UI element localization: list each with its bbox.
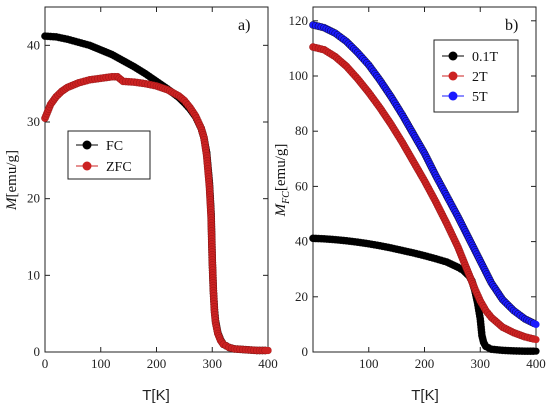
panel-label: a) xyxy=(238,17,250,34)
legend-marker xyxy=(82,161,92,171)
y-tick-label: 40 xyxy=(27,37,40,52)
x-tick-label: 400 xyxy=(258,356,278,371)
legend-marker xyxy=(82,140,92,150)
data-point xyxy=(264,346,272,355)
y-axis-label: M[emu/g] xyxy=(4,150,20,211)
x-tick-label: 400 xyxy=(526,356,546,371)
y-tick-label: 10 xyxy=(27,267,40,282)
y-tick-label: 0 xyxy=(302,344,309,359)
y-tick-label: 30 xyxy=(27,114,40,129)
y-tick-label: 20 xyxy=(295,289,308,304)
x-axis-label: T[K] xyxy=(142,387,170,404)
legend-box xyxy=(67,130,151,180)
y-tick-label: 100 xyxy=(289,68,309,83)
y-tick-label: 120 xyxy=(289,13,309,28)
y-tick-label: 40 xyxy=(295,234,308,249)
data-point xyxy=(532,320,540,328)
x-tick-label: 100 xyxy=(359,356,379,371)
data-point xyxy=(532,347,540,355)
x-tick-label: 300 xyxy=(203,356,223,371)
panel-b-chart: 100 200 300 400 0 20 40 60 80 100 120 T[K] MFC[emu/g… xyxy=(273,6,546,404)
legend-label: 0.1T xyxy=(472,50,499,65)
x-tick-label: 300 xyxy=(471,356,491,371)
y-tick-label: 80 xyxy=(295,123,308,138)
y-axis-label: MFC[emu/g] xyxy=(273,144,292,218)
legend-label: ZFC xyxy=(106,160,132,175)
legend-marker xyxy=(448,91,458,101)
y-tick-label: 20 xyxy=(27,191,40,206)
legend-marker xyxy=(448,51,458,61)
y-tick-label: 60 xyxy=(295,178,308,193)
legend-marker xyxy=(448,71,458,81)
x-tick-label: 200 xyxy=(415,356,435,371)
x-tick-label: 200 xyxy=(147,356,167,371)
x-axis-label: T[K] xyxy=(411,387,439,404)
panel-label: b) xyxy=(505,17,518,34)
x-tick-label: 100 xyxy=(91,356,111,371)
legend-label: 2T xyxy=(472,70,488,85)
panel-a-chart: 0 100 200 300 400 0 10 20 30 40 T[K] M[emu/g] a) FC ZF… xyxy=(4,6,278,404)
x-tick-label: 0 xyxy=(42,356,49,371)
data-point xyxy=(532,335,540,344)
legend-label: 5T xyxy=(472,90,488,105)
series-line-ZFC xyxy=(44,76,268,351)
legend-label: FC xyxy=(106,139,123,154)
y-tick-label: 0 xyxy=(34,344,41,359)
